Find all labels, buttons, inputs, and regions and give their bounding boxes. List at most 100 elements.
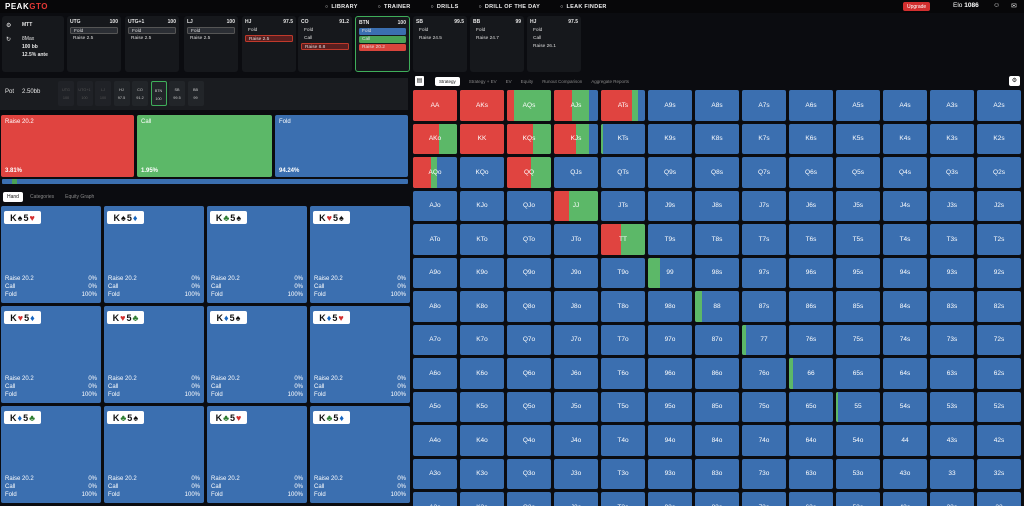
range-cell[interactable]: 43s — [930, 425, 974, 456]
range-cell[interactable]: AJo — [413, 190, 457, 221]
hand-combo-card[interactable]: K ♦ 5 ♠ Raise 20.2 0% Call 0% Fold 100% — [207, 306, 307, 403]
range-cell[interactable]: T5o — [601, 391, 645, 422]
range-cell[interactable]: ATo — [413, 224, 457, 255]
hand-combo-card[interactable]: K ♥ 5 ♣ Raise 20.2 0% Call 0% Fold 100% — [104, 306, 204, 403]
range-cell[interactable]: J8o — [554, 291, 598, 322]
range-cell[interactable]: J5s — [836, 190, 880, 221]
action-option[interactable]: Fold — [304, 28, 314, 33]
range-cell[interactable]: T7o — [601, 324, 645, 355]
range-cell[interactable]: JTo — [554, 224, 598, 255]
hand-combo-card[interactable]: K ♠ 5 ♦ Raise 20.2 0% Call 0% Fold 100% — [104, 206, 204, 303]
range-cell[interactable]: 96o — [648, 358, 692, 389]
range-cell[interactable]: 93s — [930, 257, 974, 288]
range-cell[interactable]: 75o — [742, 391, 786, 422]
range-cell[interactable]: 94o — [648, 425, 692, 456]
range-cell[interactable]: K2o — [460, 492, 504, 506]
action-block-raise[interactable]: Raise 20.2 3.81% — [1, 115, 134, 177]
action-option[interactable]: Raise 2.5 — [245, 35, 293, 42]
range-cell[interactable]: 64o — [789, 425, 833, 456]
range-cell[interactable]: JTs — [601, 190, 645, 221]
range-cell[interactable]: 65s — [836, 358, 880, 389]
tab-runout-comparison[interactable]: Runout Comparison — [542, 79, 583, 84]
range-cell[interactable]: T5s — [836, 224, 880, 255]
action-option[interactable]: Fold — [187, 27, 235, 34]
range-cell[interactable]: QTs — [601, 157, 645, 188]
position-card-lj[interactable]: LJ 100 Fold Raise 2.5 — [184, 16, 238, 72]
hand-combo-card[interactable]: K ♦ 5 ♣ Raise 20.2 0% Call 0% Fold 100% — [1, 406, 101, 503]
range-cell[interactable]: 97o — [648, 324, 692, 355]
range-cell[interactable]: Q6o — [507, 358, 551, 389]
range-cell[interactable]: 82s — [977, 291, 1021, 322]
range-cell[interactable]: A3s — [930, 90, 974, 121]
range-cell[interactable]: A2s — [977, 90, 1021, 121]
range-cell[interactable]: Q8o — [507, 291, 551, 322]
range-cell[interactable]: T9o — [601, 257, 645, 288]
range-cell[interactable]: K9s — [648, 123, 692, 154]
range-cell[interactable]: 33 — [930, 458, 974, 489]
mini-position-sb[interactable]: SB 99.5 — [169, 81, 185, 106]
range-cell[interactable]: K4o — [460, 425, 504, 456]
range-cell[interactable]: 74s — [883, 324, 927, 355]
action-option[interactable]: Fold — [128, 27, 176, 34]
action-option[interactable]: Raise 2.5 — [190, 36, 211, 41]
tab-aggregate-reports[interactable]: Aggregate Reports — [591, 79, 629, 84]
mini-position-btn[interactable]: BTN 100 — [150, 81, 167, 106]
gear-icon[interactable]: ⚙ — [6, 23, 12, 29]
range-cell[interactable]: 65o — [789, 391, 833, 422]
range-cell[interactable]: 52s — [977, 391, 1021, 422]
range-cell[interactable]: T2s — [977, 224, 1021, 255]
range-cell[interactable]: J9s — [648, 190, 692, 221]
range-cell[interactable]: Q2o — [507, 492, 551, 506]
range-cell[interactable]: 32s — [977, 458, 1021, 489]
range-cell[interactable]: A2o — [413, 492, 457, 506]
range-cell[interactable]: A6s — [789, 90, 833, 121]
range-cell[interactable]: 93o — [648, 458, 692, 489]
range-cell[interactable]: 54s — [883, 391, 927, 422]
game-settings-card[interactable]: ⚙ ↻ MTT 8Max 100 bb 12.5% ante — [2, 16, 64, 72]
range-cell[interactable]: 62s — [977, 358, 1021, 389]
action-option[interactable]: Fold — [359, 28, 406, 35]
range-cell[interactable]: 95o — [648, 391, 692, 422]
range-cell[interactable]: 64s — [883, 358, 927, 389]
range-cell[interactable]: Q7s — [742, 157, 786, 188]
range-cell[interactable]: K3o — [460, 458, 504, 489]
range-cell[interactable]: 85s — [836, 291, 880, 322]
nav-item-drills[interactable]: ○ DRILLS — [431, 4, 459, 10]
range-cell[interactable]: J2o — [554, 492, 598, 506]
range-cell[interactable]: T6s — [789, 224, 833, 255]
action-option[interactable]: Fold — [419, 28, 429, 33]
range-cell[interactable]: 96s — [789, 257, 833, 288]
range-cell[interactable]: 76s — [789, 324, 833, 355]
range-cell[interactable]: 87s — [742, 291, 786, 322]
range-cell[interactable]: A7s — [742, 90, 786, 121]
range-cell[interactable]: T6o — [601, 358, 645, 389]
range-cell[interactable]: T8s — [695, 224, 739, 255]
range-cell[interactable]: KTo — [460, 224, 504, 255]
range-cell[interactable]: AQo — [413, 157, 457, 188]
tab-categories[interactable]: Categories — [29, 193, 55, 200]
range-cell[interactable]: K8s — [695, 123, 739, 154]
hand-combo-card[interactable]: K ♣ 5 ♠ Raise 20.2 0% Call 0% Fold 100% — [207, 206, 307, 303]
range-cell[interactable]: KJs — [554, 123, 598, 154]
range-cell[interactable]: 94s — [883, 257, 927, 288]
range-cell[interactable]: 53o — [836, 458, 880, 489]
range-cell[interactable]: 42s — [977, 425, 1021, 456]
action-option[interactable]: Call — [359, 36, 406, 43]
range-cell[interactable]: 66 — [789, 358, 833, 389]
action-option[interactable]: Raise 2.5 — [73, 36, 94, 41]
position-card-hj[interactable]: HJ 97.5 Fold Raise 2.5 — [242, 16, 296, 72]
range-cell[interactable]: AKo — [413, 123, 457, 154]
range-cell[interactable]: 62o — [789, 492, 833, 506]
range-cell[interactable]: T3o — [601, 458, 645, 489]
range-cell[interactable]: 92s — [977, 257, 1021, 288]
range-cell[interactable]: T9s — [648, 224, 692, 255]
range-cell[interactable]: K4s — [883, 123, 927, 154]
range-cell[interactable]: Q2s — [977, 157, 1021, 188]
range-cell[interactable]: K6o — [460, 358, 504, 389]
range-cell[interactable]: 92o — [648, 492, 692, 506]
range-cell[interactable]: J3o — [554, 458, 598, 489]
range-cell[interactable]: A9o — [413, 257, 457, 288]
action-option[interactable]: Call — [304, 36, 313, 41]
range-cell[interactable]: 97s — [742, 257, 786, 288]
mini-position-co[interactable]: CO 91.2 — [132, 81, 148, 106]
